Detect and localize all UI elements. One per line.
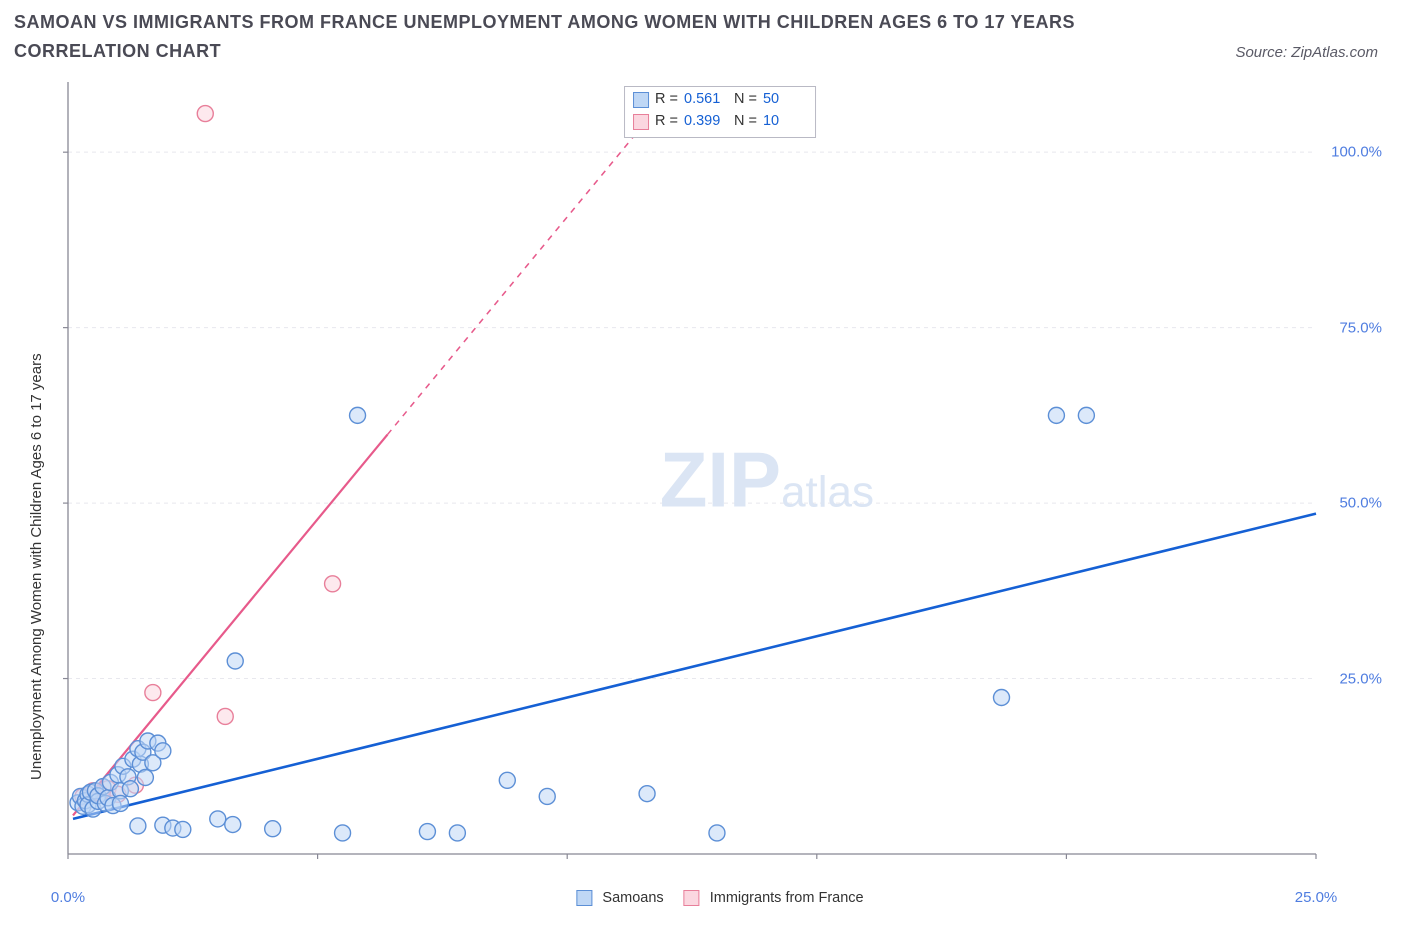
legend-row-samoans: R = 0.561 N = 50 — [633, 89, 807, 111]
legend-label-samoans: Samoans — [602, 890, 663, 906]
x-tick-label: 25.0% — [1295, 889, 1338, 906]
y-tick-label: 100.0% — [1331, 144, 1382, 161]
scatter-plot-svg: ZIPatlas — [60, 82, 1380, 872]
svg-text:ZIPatlas: ZIPatlas — [660, 436, 874, 524]
legend-label-france: Immigrants from France — [710, 890, 864, 906]
legend-swatch-samoans — [633, 92, 649, 108]
legend-swatch-france-bottom — [684, 890, 700, 906]
legend-r-samoans: 0.561 — [684, 89, 728, 111]
chart-title: SAMOAN VS IMMIGRANTS FROM FRANCE UNEMPLO… — [14, 8, 1114, 66]
legend-n-samoans: 50 — [763, 89, 807, 111]
legend-series: Samoans Immigrants from France — [576, 890, 863, 906]
y-tick-label: 75.0% — [1339, 319, 1382, 336]
y-tick-label: 25.0% — [1339, 670, 1382, 687]
legend-swatch-samoans-bottom — [576, 890, 592, 906]
y-tick-label: 50.0% — [1339, 495, 1382, 512]
legend-swatch-france — [633, 114, 649, 130]
chart-source: Source: ZipAtlas.com — [1235, 44, 1378, 61]
legend-r-france: 0.399 — [684, 111, 728, 133]
legend-n-france: 10 — [763, 111, 807, 133]
x-tick-label: 0.0% — [51, 889, 85, 906]
legend-row-france: R = 0.399 N = 10 — [633, 111, 807, 133]
legend-item-france: Immigrants from France — [684, 890, 864, 906]
chart-area: ZIPatlas R = 0.561 N = 50 R = 0.399 N = … — [60, 82, 1380, 872]
y-axis-label: Unemployment Among Women with Children A… — [28, 353, 45, 780]
legend-correlation-box: R = 0.561 N = 50 R = 0.399 N = 10 — [624, 86, 816, 138]
legend-item-samoans: Samoans — [576, 890, 663, 906]
